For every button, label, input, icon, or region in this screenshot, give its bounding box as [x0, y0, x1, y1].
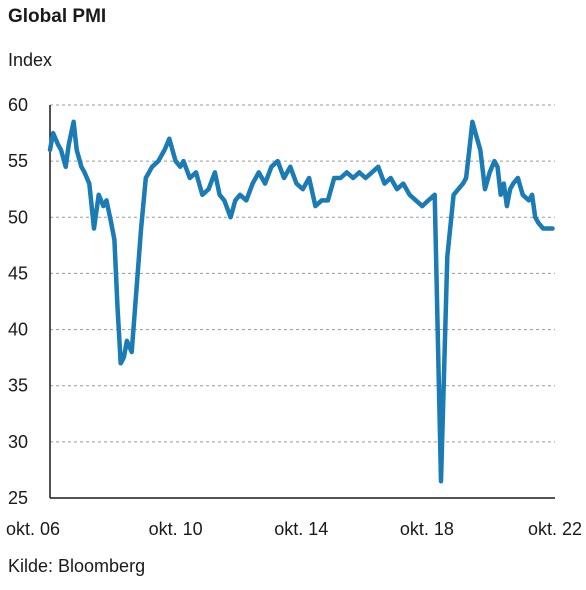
x-tick-4: okt. 22: [528, 519, 582, 539]
y-tick-45: 45: [8, 263, 28, 283]
y-tick-60: 60: [8, 95, 28, 115]
y-tick-30: 30: [8, 432, 28, 452]
y-tick-55: 55: [8, 151, 28, 171]
chart-title: Global PMI: [8, 6, 107, 27]
x-tick-labels: okt. 06 okt. 10 okt. 14 okt. 18 okt. 22: [6, 519, 582, 539]
x-tick-1: okt. 10: [149, 519, 203, 539]
x-tick-2: okt. 14: [274, 519, 328, 539]
y-tick-35: 35: [8, 376, 28, 396]
y-tick-labels: 25 30 35 40 45 50 55 60: [8, 95, 28, 508]
y-axis-label: Index: [8, 50, 53, 70]
y-tick-25: 25: [8, 488, 28, 508]
y-tick-50: 50: [8, 207, 28, 227]
series-line-0: [47, 119, 555, 484]
y-tick-40: 40: [8, 320, 28, 340]
x-tick-0: okt. 06: [6, 519, 60, 539]
x-tick-3: okt. 18: [400, 519, 454, 539]
source-note: Kilde: Bloomberg: [8, 556, 146, 576]
series-layer: [47, 119, 555, 484]
axes: [49, 105, 555, 499]
